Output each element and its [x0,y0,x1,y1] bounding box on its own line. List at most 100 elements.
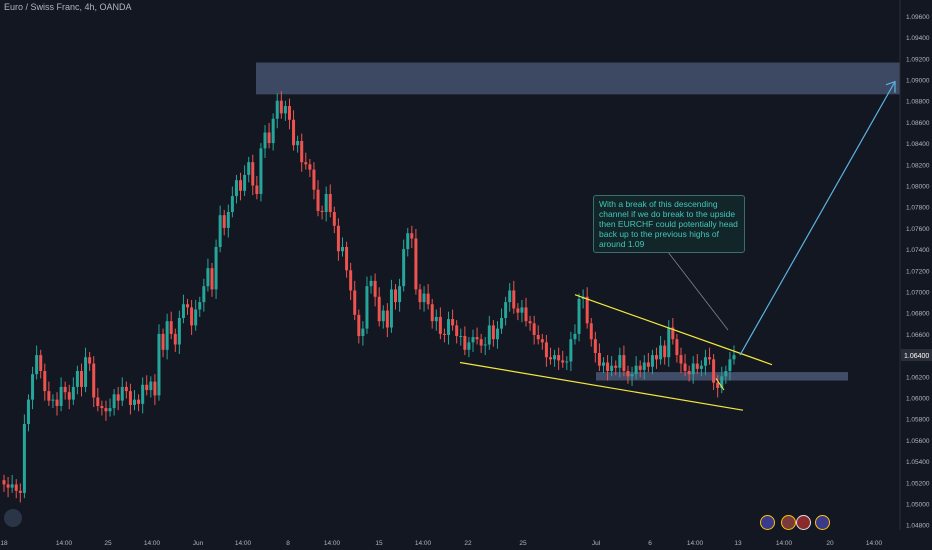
candle-body [728,359,732,371]
candle-body [349,270,353,291]
price-tick-label: 1.09000 [906,78,930,85]
candle-body [55,399,59,406]
candle-body [565,361,569,363]
candle-body [104,408,108,412]
candle-body [300,140,304,163]
time-tick-label: 14:00 [415,540,432,547]
candle-body [202,286,206,303]
candle-body [2,480,6,485]
time-tick-label: 14:00 [144,540,161,547]
price-tick-label: 1.09200 [906,56,930,63]
candle-body [324,193,328,212]
channel-lower-line [459,361,744,411]
candle-body [402,249,406,287]
candle-body [308,164,312,170]
event-flag-icon[interactable] [796,515,811,530]
time-tick-label: 14:00 [56,540,73,547]
candle-body [455,325,459,337]
candle-body [716,382,720,388]
candle-body [26,399,30,424]
candle-body [606,362,610,371]
time-tick-label: 15 [375,540,383,547]
annotation-pointer [667,251,729,331]
candle-body [712,359,716,383]
time-tick-label: 25 [104,540,112,547]
candle-body [406,233,410,250]
time-tick-label: Jun [193,540,204,547]
candle-body [536,334,540,340]
candle-body [63,386,67,393]
candle-body [153,381,157,396]
candle-body [442,333,446,335]
candle-body [491,325,495,340]
candle-body [18,490,22,493]
candle-body [475,337,479,340]
candle-body [357,314,361,337]
candle-body [426,293,430,305]
candle-body [84,357,88,387]
candle-body [157,333,161,396]
annotation-note[interactable]: With a break of this descending channel … [593,195,745,253]
time-tick-label: 14:00 [235,540,252,547]
candle-body [548,357,552,360]
candle-body [124,386,128,392]
event-flag-icon[interactable] [760,515,775,530]
price-tick-label: 1.05000 [906,502,930,509]
candle-body [512,290,516,309]
candle-body [267,132,271,144]
candle-body [398,286,402,303]
candle-body [96,397,100,406]
time-tick-label: 25 [519,540,527,547]
candle-body [316,189,320,211]
price-tick-label: 1.07400 [906,247,930,254]
candle-body [218,215,222,247]
event-flag-icon[interactable] [781,515,796,530]
price-tick-label: 1.06000 [906,396,930,403]
candle-body [336,225,340,252]
candle-body [451,319,455,326]
tradingview-logo-icon[interactable] [4,509,22,527]
candle-body [610,365,614,371]
candle-body [671,327,675,340]
candle-body [345,246,349,271]
candle-body [108,408,112,412]
candle-body [516,308,520,313]
event-flag-icon[interactable] [815,515,830,530]
candle-body [703,357,707,366]
candle-body [263,132,267,149]
candle-body [414,238,418,290]
candle-body [544,342,548,358]
price-tick-label: 1.06600 [906,332,930,339]
candle-body [691,363,695,375]
candle-body [149,381,153,391]
candle-body [471,337,475,343]
candle-body [434,316,438,322]
candle-body [275,100,279,119]
candle-body [88,357,92,364]
candle-body [120,386,124,401]
candle-body [312,169,316,190]
candle-body [173,333,177,345]
candle-body [524,307,528,322]
price-tick-label: 1.06800 [906,311,930,318]
candle-body [667,327,671,358]
candle-body [663,345,667,358]
candle-body [247,162,251,175]
candle-body [22,424,26,493]
candle-body [569,339,573,362]
candle-body [479,339,483,346]
candle-body [31,374,35,400]
candle-body [553,355,557,360]
candle-body [271,118,275,144]
price-tick-label: 1.07200 [906,268,930,275]
chart-title: Euro / Swiss Franc, 4h, OANDA [4,2,132,12]
candle-body [239,180,243,191]
candle-body [365,286,369,329]
candle-body [222,215,226,228]
candle-body [51,399,55,401]
current-price-label: 1.06400 [904,353,929,360]
current-price-tag [901,349,932,362]
candle-body [112,394,116,409]
candle-body [504,302,508,318]
